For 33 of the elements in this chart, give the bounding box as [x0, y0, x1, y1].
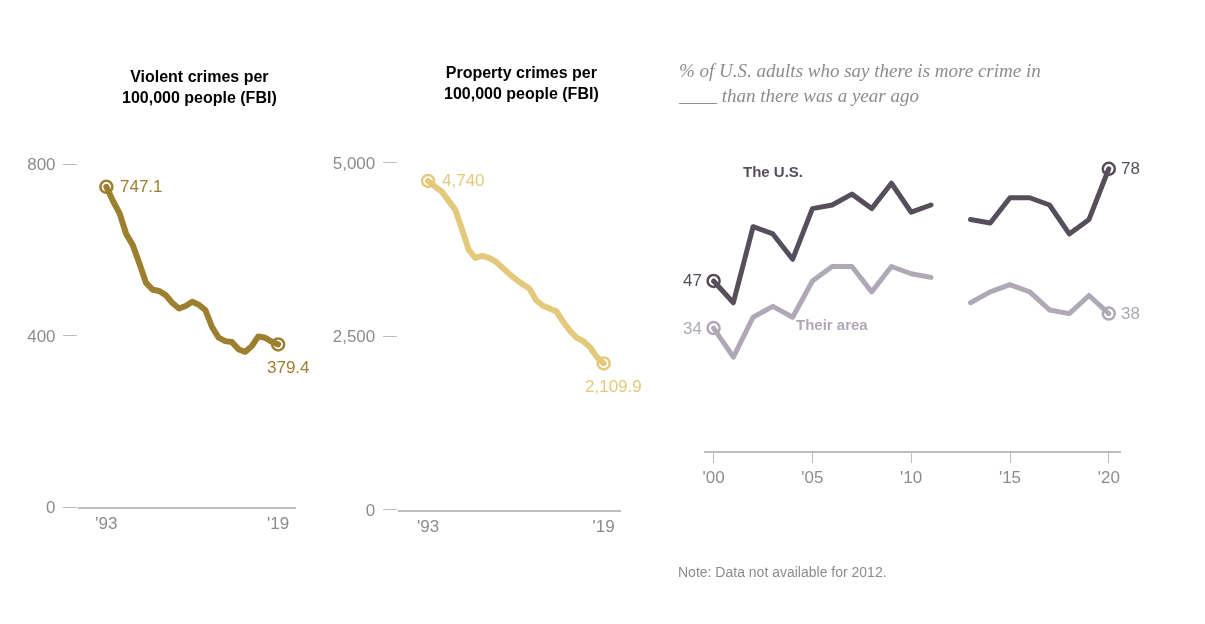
y-tick-label: 5,000	[332, 153, 376, 173]
text: Note: Data not available for 2012.	[678, 564, 887, 580]
data-label: 2,109.9	[585, 377, 642, 396]
y-tick-label: 800	[27, 155, 56, 175]
data-label: 379.4	[267, 358, 310, 377]
y-tick-label: 400	[27, 326, 56, 346]
chart-title: Violent crimes per 100,000 people (FBI)	[122, 68, 277, 106]
x-tick-label: '05	[801, 468, 824, 488]
x-tick-label: '00	[702, 468, 725, 488]
data-label: 4,740	[442, 171, 485, 190]
point	[706, 320, 721, 336]
series-label: Their area	[796, 316, 869, 333]
data-label: 747.1	[120, 177, 163, 196]
x-tick-label: '19	[592, 516, 615, 536]
data-label: 34	[683, 319, 702, 338]
data-label: 78	[1121, 159, 1140, 178]
point	[1101, 306, 1117, 321]
x-tick-label: '93	[416, 516, 440, 536]
x-tick-label: '19	[267, 514, 290, 534]
point	[1101, 161, 1117, 177]
y-tick-label: 0	[46, 497, 56, 517]
data-label: 38	[1121, 304, 1140, 323]
x-tick-label: '15	[998, 468, 1022, 488]
x-tick-label: '10	[900, 468, 923, 488]
data-label: 47	[683, 271, 702, 290]
chart-title: % of U.S. adults who say there is more crime in ____ than there was a year ago	[678, 60, 1041, 106]
text: The U.S.	[743, 163, 804, 180]
x-tick-label: '20	[1097, 468, 1120, 488]
x-tick-label: '93	[95, 514, 118, 534]
y-tick-label: 0	[365, 500, 376, 520]
chart-title: Property crimes per 100,000 people (FBI)	[444, 64, 599, 102]
point	[706, 273, 721, 289]
y-tick-label: 2,500	[332, 327, 376, 347]
